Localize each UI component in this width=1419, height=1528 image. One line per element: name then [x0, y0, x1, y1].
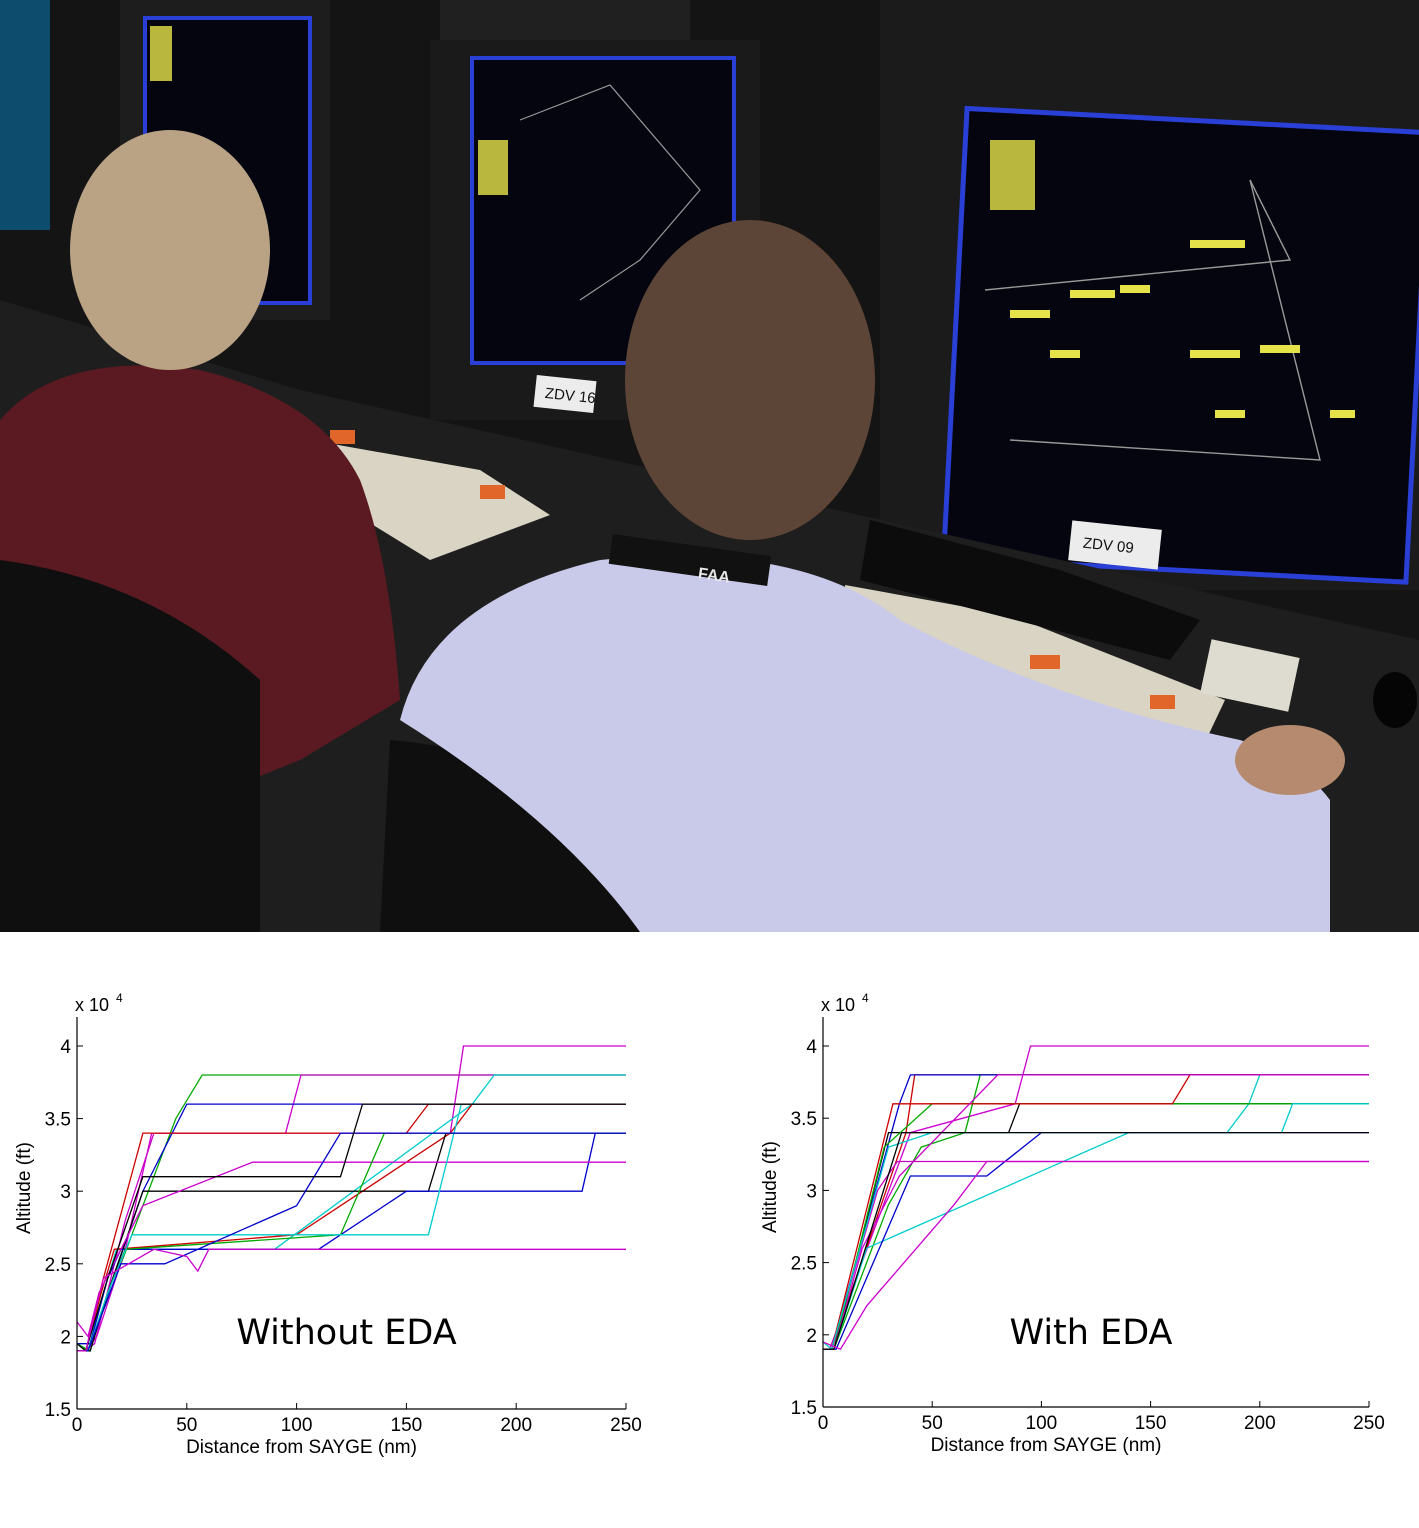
- y-tick-label: 4: [60, 1037, 71, 1058]
- y-tick-label: 2.5: [791, 1254, 817, 1275]
- x-tick-label: 200: [500, 1415, 532, 1436]
- chair-left: [0, 560, 260, 932]
- series-line-2: [76, 1074, 626, 1352]
- y-tick-label: 3: [806, 1181, 817, 1202]
- lanyard: [608, 534, 772, 586]
- axis-multiplier: x 10: [75, 995, 109, 1015]
- series-line-9: [76, 1161, 626, 1338]
- series-line-11: [823, 1074, 1369, 1350]
- y-tick-label: 3.5: [45, 1110, 71, 1131]
- black-keyboard: [860, 520, 1200, 660]
- x-tick-label: 200: [1244, 1413, 1276, 1434]
- x-axis-label: Distance from SAYGE (nm): [931, 1435, 1162, 1456]
- y-tick-label: 4: [806, 1037, 817, 1058]
- track-list-3: [990, 140, 1035, 210]
- chart-annotation: With EDA: [1010, 1313, 1173, 1353]
- x-axis-label: Distance from SAYGE (nm): [186, 1437, 417, 1458]
- series-line-1: [823, 1045, 1369, 1350]
- person-left-head: [70, 130, 270, 370]
- chart-annotation: Without EDA: [236, 1313, 456, 1353]
- station-card-left: [533, 374, 597, 414]
- series-line-5: [77, 1074, 626, 1352]
- station-label-left: ZDV 16: [544, 385, 596, 407]
- y-tick-label: 2: [806, 1326, 817, 1347]
- radar-screen-3: [940, 105, 1419, 585]
- y-tick-label: 3: [60, 1182, 71, 1203]
- x-tick-label: 250: [610, 1415, 642, 1436]
- x-tick-label: 250: [1353, 1413, 1385, 1434]
- chair-right: [380, 740, 660, 932]
- chart-with-eda: 0 50 100 150 200 250 1.5 2 2.5 3 3.5 4 Distance from…: [760, 991, 1385, 1456]
- series-line-4: [823, 1074, 1369, 1350]
- series-line-6: [823, 1074, 1369, 1350]
- y-axis-label: Altitude (ft): [760, 1141, 781, 1233]
- aircraft-tracks: [1010, 240, 1355, 418]
- numpad: [1200, 639, 1300, 712]
- x-tick-label: 0: [818, 1413, 829, 1434]
- axis-multiplier-exponent: 4: [116, 991, 123, 1005]
- y-tick-label: 2.5: [45, 1255, 71, 1276]
- lanyard-text: FAA: [697, 565, 731, 586]
- x-tick-label: 100: [1026, 1413, 1058, 1434]
- mouse: [1373, 672, 1417, 728]
- y-tick-label: 2: [60, 1327, 71, 1348]
- person-right-head: [625, 220, 875, 540]
- keyboard-left: [300, 440, 550, 560]
- left-edge-monitor: [0, 0, 50, 230]
- series-line-2: [823, 1074, 1369, 1350]
- y-tick-label: 1.5: [791, 1398, 817, 1419]
- series-line-13: [823, 1131, 1369, 1350]
- series-line-10: [823, 1074, 1369, 1350]
- series-line-15: [77, 1248, 626, 1352]
- series-line-3: [77, 1074, 626, 1352]
- x-tick-label: 100: [281, 1415, 313, 1436]
- radar-boundary-2: [519, 84, 701, 301]
- track-list-2: [478, 140, 508, 195]
- key-orange-2: [480, 485, 505, 499]
- person-right-shirt: [400, 556, 1330, 932]
- chart-without-eda: 0 50 100 150 200 250 1.5 2 2.5 3 3.5 4 Distance from…: [14, 991, 642, 1458]
- axis-multiplier: x 10: [821, 995, 855, 1015]
- station-card-right: [1068, 520, 1162, 570]
- series-line-13: [77, 1132, 626, 1352]
- control-panel: [440, 0, 690, 40]
- x-tick-label: 50: [176, 1415, 197, 1436]
- series-line-3: [823, 1074, 1369, 1350]
- x-tick-label: 150: [391, 1415, 423, 1436]
- key-orange-4: [1150, 695, 1175, 709]
- station-label-right: ZDV 09: [1082, 535, 1134, 557]
- series-line-14: [822, 1160, 1369, 1351]
- x-tick-label: 50: [922, 1413, 943, 1434]
- y-tick-label: 1.5: [45, 1400, 71, 1421]
- track-list-1: [150, 26, 172, 81]
- y-tick-label: 3.5: [791, 1109, 817, 1130]
- x-tick-label: 0: [72, 1415, 83, 1436]
- controller-room-photo: ZDV 16 ZDV 09 FAA: [0, 0, 1419, 932]
- y-axis-label: Altitude (ft): [14, 1142, 35, 1234]
- person-right-hand: [1235, 725, 1345, 795]
- key-orange-1: [330, 430, 355, 444]
- radar-boundary-3: [984, 179, 1321, 461]
- key-orange-3: [1030, 655, 1060, 669]
- x-tick-label: 150: [1135, 1413, 1167, 1434]
- axis-multiplier-exponent: 4: [862, 991, 869, 1005]
